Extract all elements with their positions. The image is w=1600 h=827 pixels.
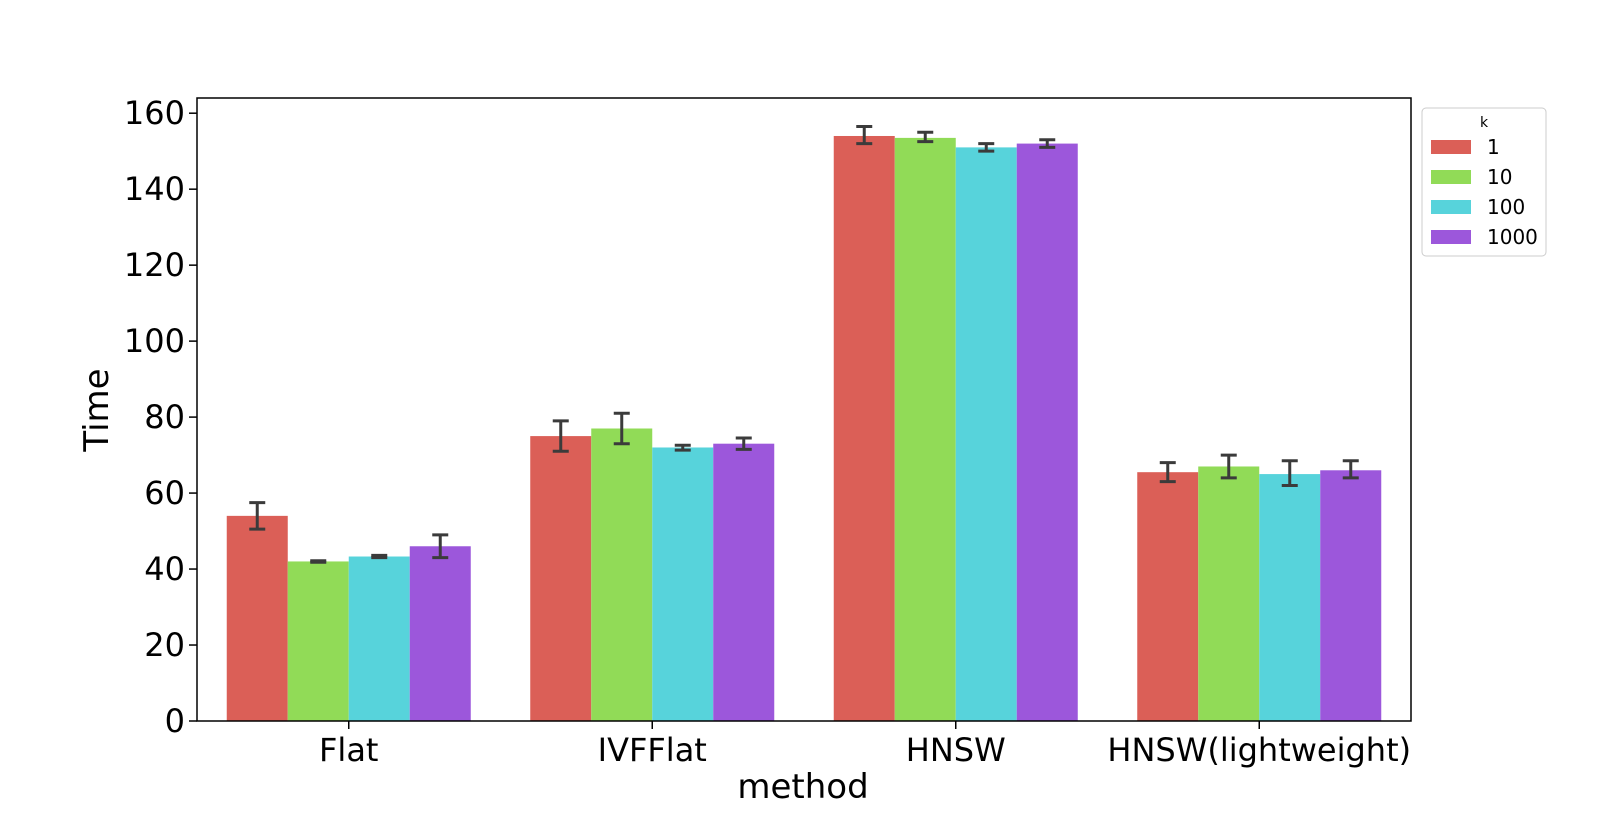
- bar-IVFFlat-k100: [652, 447, 714, 721]
- bar-HNSW(lightweight)-k1: [1137, 472, 1199, 721]
- plot-frame: [196, 97, 1412, 722]
- error-bar-HNSW-k1000: [1039, 138, 1056, 149]
- bar-IVFFlat-k10: [591, 428, 653, 721]
- error-bar-HNSW-k1: [856, 124, 873, 146]
- y-tick-label: 140: [124, 170, 185, 208]
- legend-swatch-100: [1431, 200, 1471, 214]
- error-bar-IVFFlat-k1000: [735, 436, 752, 451]
- bar-HNSW(lightweight)-k1000: [1320, 470, 1382, 721]
- y-axis-title: Time: [77, 368, 117, 452]
- bar-HNSW(lightweight)-k10: [1198, 466, 1260, 721]
- bar-IVFFlat-k1000: [713, 443, 775, 721]
- error-bar-IVFFlat-k1: [552, 419, 569, 453]
- bar-HNSW-k1000: [1016, 143, 1078, 721]
- x-tick-label: Flat: [319, 731, 378, 769]
- x-axis: Flat IVFFlat HNSW HNSW(lightweight): [319, 721, 1411, 769]
- legend-items: 1 10 100 1000: [1431, 135, 1538, 249]
- x-tick-label: IVFFlat: [598, 731, 707, 769]
- error-bars-group: [249, 124, 1359, 564]
- error-bar-Flat-k10: [310, 559, 327, 564]
- y-tick-label: 0: [165, 702, 185, 740]
- y-tick-label: 40: [144, 550, 185, 588]
- bars-group: [226, 135, 1382, 722]
- legend-title: k: [1480, 115, 1489, 131]
- error-bar-Flat-k100: [371, 553, 388, 560]
- y-tick-label: 120: [124, 246, 185, 284]
- legend-label-1: 1: [1487, 135, 1500, 159]
- error-bar-HNSW-k10: [917, 130, 934, 144]
- bar-HNSW-k1: [833, 135, 895, 722]
- bar-HNSW(lightweight)-k100: [1259, 474, 1321, 721]
- legend-label-100: 100: [1487, 195, 1525, 219]
- bar-Flat-k1: [226, 515, 288, 721]
- y-tick-label: 160: [124, 94, 185, 132]
- bar-Flat-k1000: [409, 546, 471, 721]
- error-bar-HNSW(lightweight)-k1: [1159, 461, 1176, 484]
- bar-HNSW-k100: [955, 147, 1017, 721]
- bar-HNSW-k10: [894, 137, 956, 721]
- error-bar-HNSW(lightweight)-k1000: [1342, 459, 1359, 480]
- y-axis: 0 20 40 60 80 100 120 140 160: [124, 94, 197, 740]
- x-axis-title: method: [737, 767, 868, 807]
- legend-swatch-1: [1431, 140, 1471, 154]
- bar-IVFFlat-k1: [530, 436, 592, 721]
- y-tick-label: 80: [144, 398, 185, 436]
- error-bar-IVFFlat-k10: [613, 411, 630, 446]
- error-bar-HNSW(lightweight)-k100: [1281, 459, 1298, 487]
- error-bar-Flat-k1000: [432, 533, 449, 560]
- legend-swatch-10: [1431, 170, 1471, 184]
- error-bar-HNSW(lightweight)-k10: [1220, 453, 1237, 480]
- error-bar-Flat-k1: [249, 501, 266, 531]
- y-tick-label: 20: [144, 626, 185, 664]
- legend-label-1000: 1000: [1487, 225, 1538, 249]
- y-tick-label: 60: [144, 474, 185, 512]
- bar-Flat-k10: [287, 561, 349, 721]
- y-tick-label: 100: [124, 322, 185, 360]
- x-tick-label: HNSW(lightweight): [1107, 731, 1411, 769]
- x-tick-label: HNSW: [906, 731, 1006, 769]
- bar-Flat-k100: [348, 556, 410, 721]
- legend: k 1 10 100 1000: [1421, 107, 1547, 257]
- legend-label-10: 10: [1487, 165, 1512, 189]
- error-bar-HNSW-k100: [978, 142, 995, 153]
- error-bar-IVFFlat-k100: [674, 443, 691, 452]
- legend-swatch-1000: [1431, 230, 1471, 244]
